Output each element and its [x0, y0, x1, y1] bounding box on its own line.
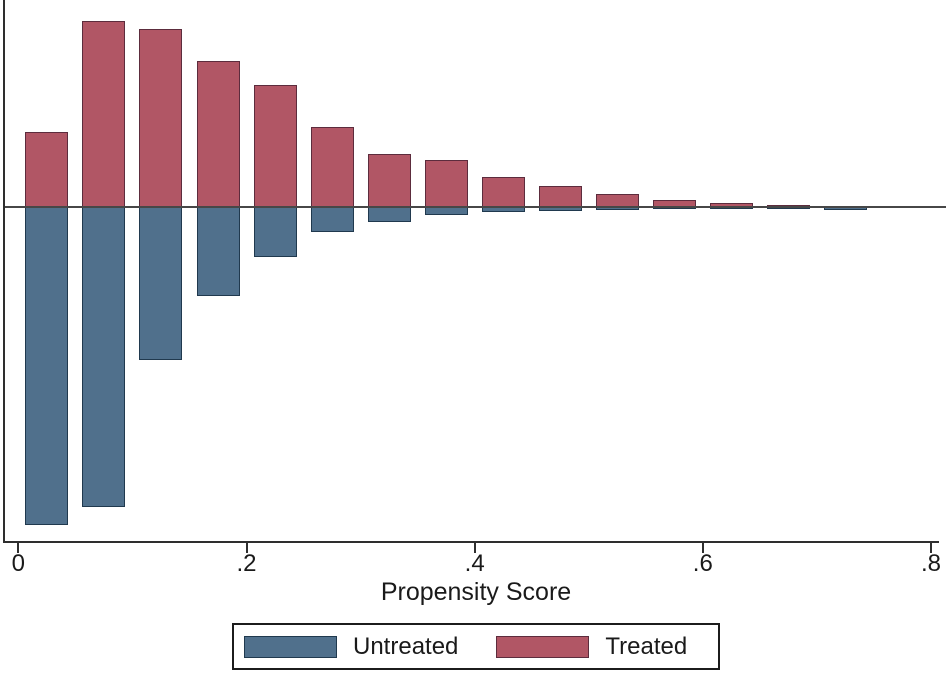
x-tick-label: .4 [464, 550, 485, 577]
treated-legend-swatch [496, 635, 590, 658]
treated-bar [424, 160, 468, 207]
untreated-legend-swatch [244, 635, 337, 658]
untreated-bar [367, 207, 411, 222]
untreated-bar [82, 207, 126, 507]
treated-bar [82, 21, 126, 207]
x-tick-label: .8 [920, 550, 941, 577]
untreated-bar [424, 207, 468, 215]
treated-bar [538, 186, 582, 207]
x-axis-title: Propensity Score [380, 578, 572, 606]
x-tick [17, 543, 20, 553]
legend: Untreated Treated [232, 623, 720, 670]
untreated-bar [253, 207, 297, 257]
x-tick-label: .2 [236, 550, 257, 577]
x-tick-label: .6 [692, 550, 713, 577]
untreated-bar [310, 207, 354, 232]
untreated-legend-label: Untreated [353, 632, 459, 660]
treated-bar [310, 127, 354, 207]
treated-bar [481, 177, 525, 207]
x-tick [930, 543, 932, 553]
y-axis-line [3, 0, 5, 543]
treated-bar [25, 132, 69, 207]
x-axis-line [3, 541, 939, 543]
x-tick-label: 0 [11, 550, 25, 577]
zero-baseline [3, 206, 946, 208]
treated-legend-label: Treated [605, 632, 688, 660]
treated-bar [196, 61, 240, 207]
untreated-bar [25, 207, 69, 525]
x-tick [473, 543, 476, 553]
x-tick [701, 543, 704, 553]
treated-bar [253, 85, 297, 207]
untreated-bar [196, 207, 240, 296]
x-tick [245, 543, 248, 553]
treated-bar [139, 29, 183, 207]
treated-bar [367, 154, 411, 207]
untreated-bar [139, 207, 183, 360]
